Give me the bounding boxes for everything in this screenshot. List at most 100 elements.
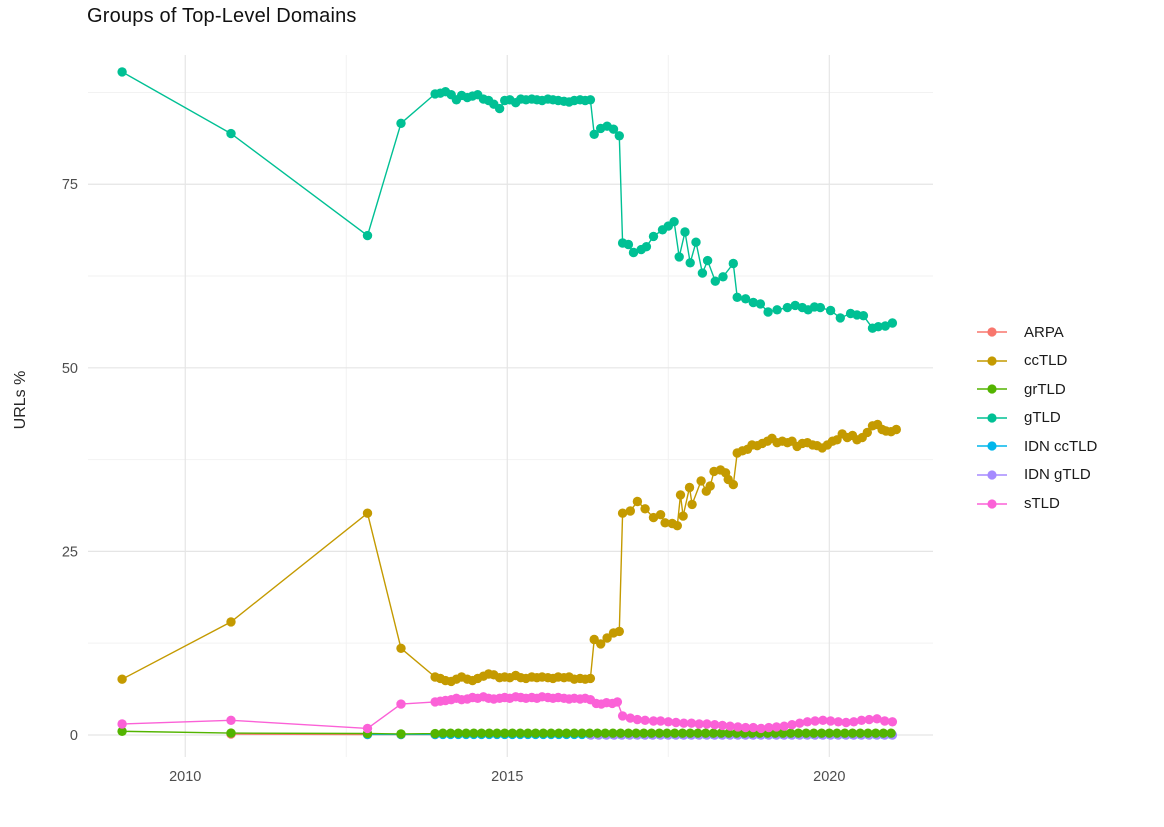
series-stld-point [663,717,673,727]
series-gtld-point [117,67,127,77]
series-stld-point [648,716,659,726]
series-stld-point [764,722,774,733]
y-tick-label: 25 [62,544,78,560]
legend-key-dot [987,384,997,394]
series-stld-point [841,717,851,728]
series-grtld-point [507,728,518,738]
series-stld-point [679,718,689,728]
legend-item-stld: sTLD [976,494,1097,514]
series-stld-point [226,715,236,725]
y-tick-label: 75 [62,177,78,193]
series-gtld-point [674,252,684,262]
series-gtld-point [782,302,793,313]
series-grtld-point [646,728,657,738]
series-cctld-point [672,521,682,531]
series-gtld-point [226,128,236,139]
legend-key-dot [987,470,997,480]
series-grtld-point [577,728,587,738]
series-grtld-point [226,728,236,738]
series-stld-point [740,722,751,733]
legend-label: gTLD [1024,409,1061,427]
series-grtld-point [546,728,556,738]
series-stld-point [725,721,735,731]
series-gtld-point [763,307,773,317]
series-cctld-point [696,476,706,486]
series-grtld-point [793,728,804,738]
series-grtld-point [809,728,819,738]
x-tick-label: 2010 [169,769,201,785]
series-gtld-point [880,321,890,331]
series-cctld-point [602,633,612,643]
series-stld-point [856,715,867,725]
legend-item-idn-gtld: IDN gTLD [976,465,1097,485]
series-grtld-point [886,728,896,738]
series-stld-point [694,719,704,729]
series-grtld-point [476,728,487,738]
series-stld-point [717,720,728,731]
series-grtld-point [816,728,827,738]
legend-key-icon [977,384,1007,394]
series-stld-point [362,723,373,734]
legend-item-grtld: grTLD [976,379,1097,399]
series-stld-point [787,720,797,730]
series-stld-point [625,713,635,723]
series-grtld-point [615,728,626,738]
series-stld-point [887,717,898,727]
series-stld-point [795,718,805,728]
series-grtld-point [523,728,533,738]
series-grtld-point [716,728,726,738]
series-gtld-point [680,227,690,237]
series-gtld-point [669,217,679,227]
series-cctld-point [660,518,670,528]
legend: ARPA ccTLD grTLD gTLD IDN ccTLD IDN gTLD sTLD [976,322,1097,522]
chart-title: Groups of Top-Level Domains [87,5,357,27]
legend-key-icon [977,327,1007,337]
series-stld-point [872,714,882,724]
series-gtld-point [641,242,652,252]
series-grtld-point [396,729,406,739]
series-stld-point [802,717,813,727]
series-stld-point [733,722,743,732]
series-cctld-point [705,481,715,491]
series-cctld-point [614,626,624,637]
series-cctld-point [640,504,650,514]
legend-key-icon [977,413,1007,423]
series-grtld-point [469,728,479,738]
y-tick-label: 50 [62,361,78,377]
series-cctld-point [596,639,606,649]
series-gtld-point [815,302,825,313]
series-gtld-point [748,297,758,308]
series-gtld-point [755,299,766,309]
series-cctld-point [891,424,901,435]
legend-key-icon [977,355,1007,366]
series-gtld-point [702,255,713,266]
series-gtld-point [718,272,728,282]
series-grtld-point [871,728,881,738]
series-grtld-point [786,728,796,738]
series-gtld-point [648,231,659,242]
series-grtld-point [569,728,579,738]
series-grtld-point [700,728,711,738]
series-grtld-point [724,728,734,738]
series-gtld-point [710,276,720,286]
series-gtld-point [697,268,708,278]
legend-label: IDN gTLD [1024,466,1091,484]
series-grtld-point [461,728,471,738]
legend-item-gtld: gTLD [976,408,1097,428]
series-cctld-point [585,673,596,684]
series-cctld-point [648,512,659,523]
series-grtld-point [430,728,440,739]
series-stld-point [117,719,127,729]
series-grtld-point [453,728,463,738]
series-grtld-point [878,728,889,738]
series-stld-point [864,714,874,725]
series-grtld-point [801,728,811,738]
series-gtld-point [608,124,619,134]
series-grtld-point [662,728,672,738]
series-grtld-point [484,728,494,738]
series-grtld-point [538,728,548,738]
series-grtld-point [445,728,456,738]
series-grtld-point [600,728,610,738]
